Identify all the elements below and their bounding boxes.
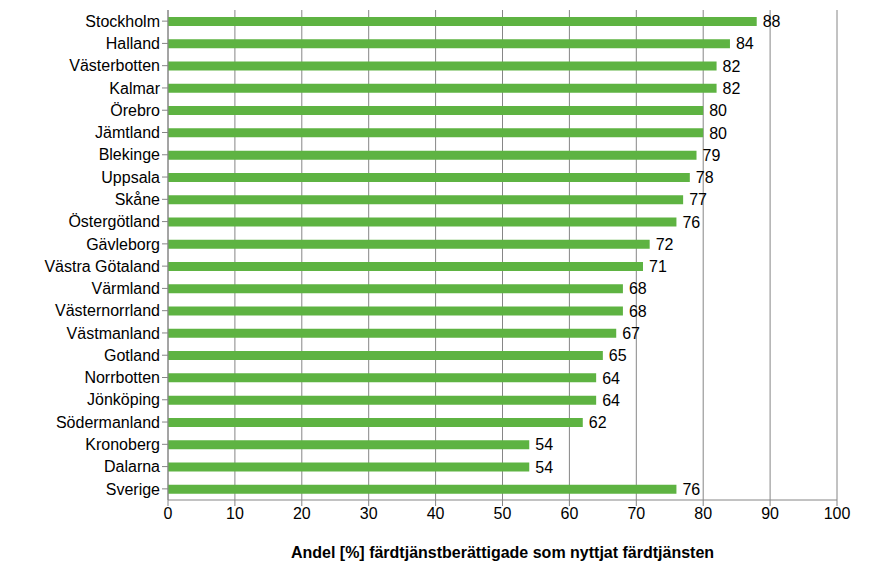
svg-text:40: 40 xyxy=(427,505,445,522)
svg-text:Västerbotten: Västerbotten xyxy=(69,57,160,74)
svg-text:71: 71 xyxy=(649,258,667,275)
svg-text:64: 64 xyxy=(602,370,620,387)
svg-text:Halland: Halland xyxy=(106,35,160,52)
svg-text:84: 84 xyxy=(736,35,754,52)
svg-text:67: 67 xyxy=(622,325,640,342)
svg-text:70: 70 xyxy=(627,505,645,522)
svg-text:Uppsala: Uppsala xyxy=(101,169,160,186)
svg-text:Värmland: Värmland xyxy=(92,280,160,297)
svg-text:Jönköping: Jönköping xyxy=(87,391,160,408)
svg-text:Västmanland: Västmanland xyxy=(67,325,160,342)
svg-text:54: 54 xyxy=(535,436,553,453)
svg-text:Gävleborg: Gävleborg xyxy=(86,236,160,253)
svg-text:65: 65 xyxy=(609,347,627,364)
svg-text:Kronoberg: Kronoberg xyxy=(85,436,160,453)
svg-text:Andel [%] färdtjänstberättigad: Andel [%] färdtjänstberättigade som nytt… xyxy=(291,544,714,561)
svg-text:Blekinge: Blekinge xyxy=(99,146,160,163)
svg-text:Södermanland: Södermanland xyxy=(56,414,160,431)
svg-text:68: 68 xyxy=(629,280,647,297)
svg-text:80: 80 xyxy=(709,102,727,119)
svg-text:Stockholm: Stockholm xyxy=(85,13,160,30)
svg-text:82: 82 xyxy=(723,80,741,97)
svg-text:78: 78 xyxy=(696,169,714,186)
svg-text:30: 30 xyxy=(360,505,378,522)
svg-text:100: 100 xyxy=(824,505,851,522)
svg-text:76: 76 xyxy=(682,481,700,498)
svg-text:90: 90 xyxy=(761,505,779,522)
svg-text:Kalmar: Kalmar xyxy=(109,80,160,97)
svg-text:Sverige: Sverige xyxy=(106,481,160,498)
svg-text:80: 80 xyxy=(709,125,727,142)
svg-text:79: 79 xyxy=(703,147,721,164)
svg-text:0: 0 xyxy=(164,505,173,522)
svg-text:Örebro: Örebro xyxy=(110,102,160,119)
svg-text:64: 64 xyxy=(602,392,620,409)
svg-text:10: 10 xyxy=(226,505,244,522)
svg-text:62: 62 xyxy=(589,414,607,431)
svg-text:77: 77 xyxy=(689,191,707,208)
svg-text:60: 60 xyxy=(561,505,579,522)
svg-text:Norrbotten: Norrbotten xyxy=(84,369,160,386)
svg-text:82: 82 xyxy=(723,58,741,75)
svg-text:76: 76 xyxy=(682,214,700,231)
svg-text:Dalarna: Dalarna xyxy=(104,458,160,475)
svg-text:Gotland: Gotland xyxy=(104,347,160,364)
svg-text:20: 20 xyxy=(293,505,311,522)
svg-text:Västernorrland: Västernorrland xyxy=(55,302,160,319)
svg-text:50: 50 xyxy=(494,505,512,522)
svg-text:72: 72 xyxy=(656,236,674,253)
svg-text:Skåne: Skåne xyxy=(115,191,160,208)
svg-text:80: 80 xyxy=(694,505,712,522)
svg-text:54: 54 xyxy=(535,459,553,476)
svg-text:Västra Götaland: Västra Götaland xyxy=(44,258,160,275)
svg-text:Jämtland: Jämtland xyxy=(95,124,160,141)
svg-text:68: 68 xyxy=(629,303,647,320)
svg-text:Östergötland: Östergötland xyxy=(68,213,160,230)
svg-text:88: 88 xyxy=(763,13,781,30)
